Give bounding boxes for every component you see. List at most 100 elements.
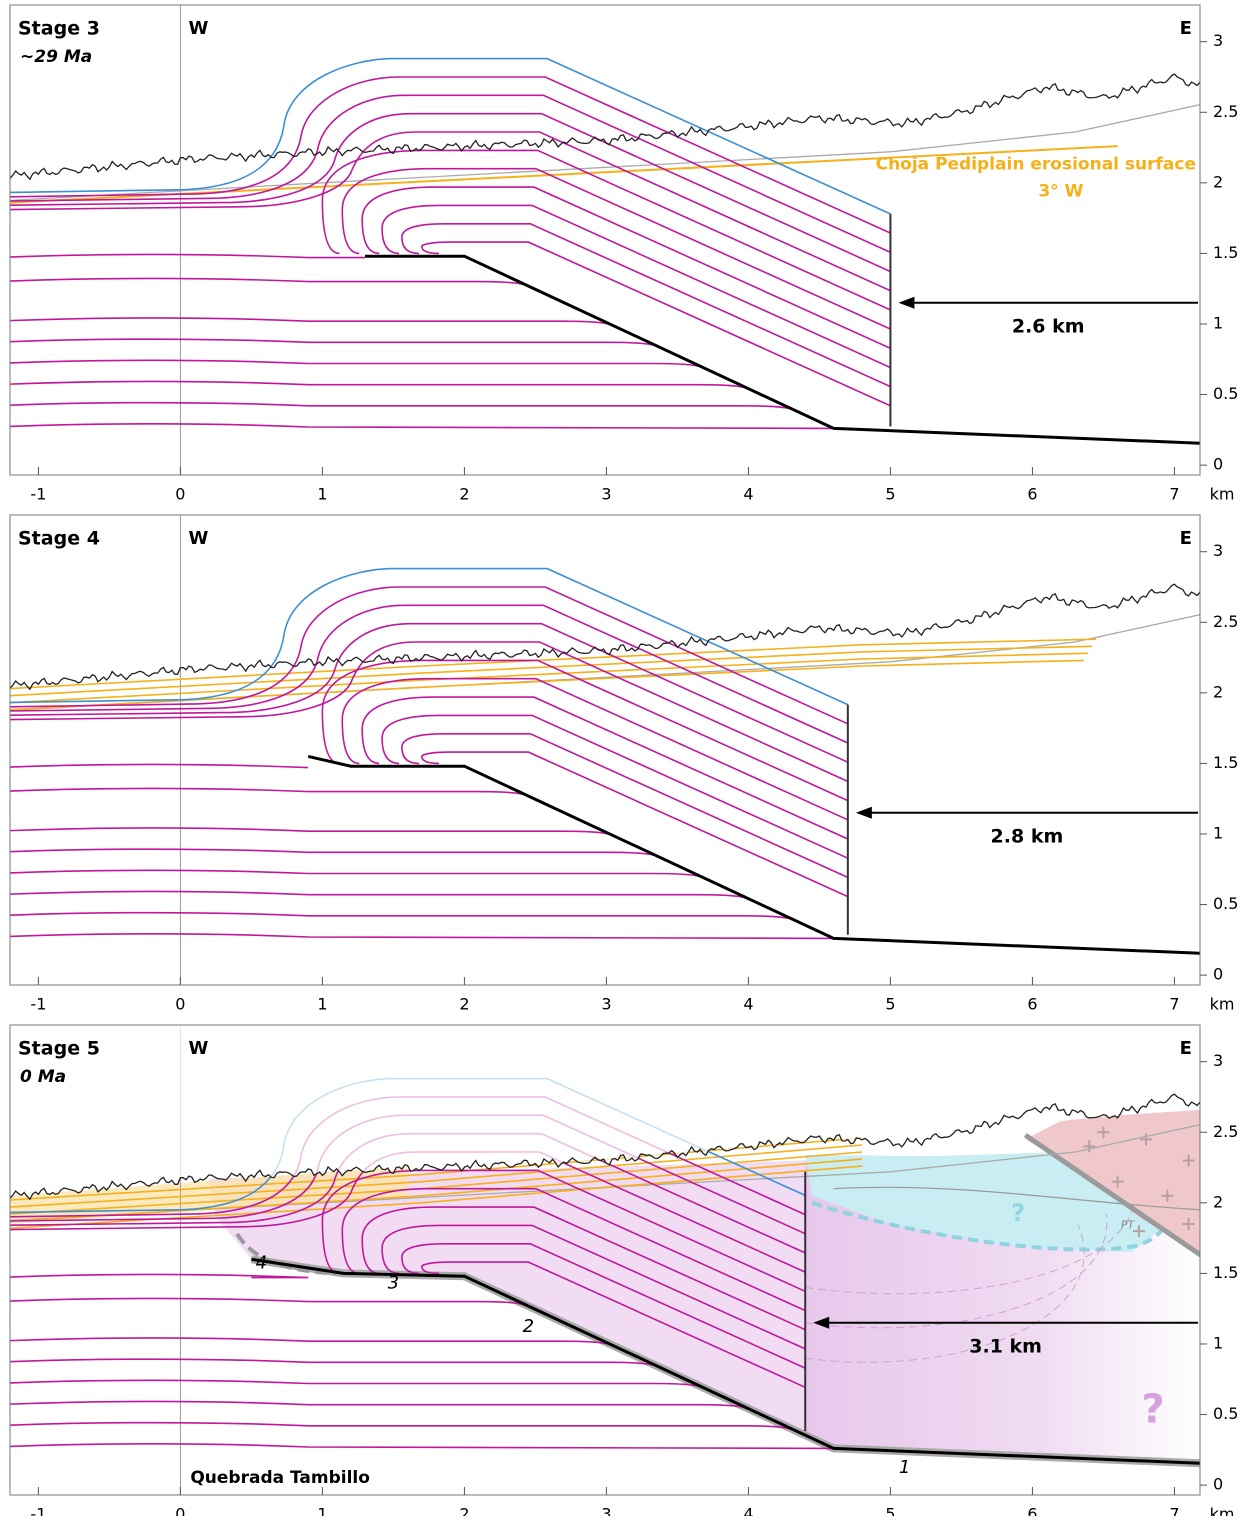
erosional-surface — [10, 1144, 863, 1208]
footwall-horizon — [10, 1443, 834, 1450]
top-horizon — [10, 567, 849, 706]
footwall-horizon — [10, 1337, 613, 1346]
shortening-label: 2.6 km — [1012, 315, 1085, 337]
question-mark: ? — [1011, 1199, 1025, 1227]
x-tick-label: 7 — [1169, 995, 1179, 1014]
granite-cross — [1111, 1175, 1124, 1188]
stage-age: 0 Ma — [20, 1067, 66, 1087]
footwall-horizon — [10, 1379, 704, 1389]
panel — [10, 5, 1200, 475]
hanging-wall-horizon — [10, 131, 891, 292]
footwall-horizon — [10, 1421, 795, 1431]
footwall-horizon — [10, 338, 658, 348]
hanging-wall-horizon — [381, 204, 891, 369]
topography — [10, 583, 1200, 691]
hanging-wall-horizon — [10, 586, 849, 725]
granite-fault — [1023, 1133, 1200, 1258]
hanging-wall-horizon — [361, 1206, 806, 1331]
footwall-horizon — [10, 763, 309, 769]
stage-age: ~29 Ma — [20, 47, 92, 67]
y-tick-label: 1 — [1213, 823, 1223, 842]
dashed-arc — [805, 1214, 1108, 1329]
x-tick-label: 5 — [885, 995, 895, 1014]
y-tick-label: 0 — [1213, 1475, 1223, 1494]
footwall-horizon — [10, 933, 834, 940]
footwall-horizon — [10, 1358, 658, 1368]
pt-label: PT — [1121, 1218, 1136, 1231]
erosional-surface — [10, 659, 1084, 711]
arrow-head — [855, 806, 872, 819]
y-tick-label: 0.5 — [1213, 384, 1238, 403]
granite-cross — [1083, 1140, 1096, 1153]
arrow-head — [813, 1316, 830, 1329]
footwall-horizon — [10, 1400, 749, 1410]
hanging-wall-horizon — [361, 696, 849, 840]
x-tick-label: 7 — [1169, 485, 1179, 504]
granite-cross — [1182, 1154, 1195, 1167]
stage-title: Stage 4 — [18, 528, 100, 550]
frame — [9, 1024, 1201, 1496]
hanging-wall-horizon — [321, 149, 891, 311]
erosional-surface — [10, 638, 1097, 690]
east-label: E — [1180, 18, 1192, 39]
panel — [10, 515, 1200, 985]
hanging-wall-horizon — [420, 751, 849, 898]
dashed-arc — [805, 1203, 1136, 1295]
footwall-horizon — [10, 253, 365, 259]
fault-label: 1 — [899, 1457, 910, 1478]
erosional-surface — [10, 1158, 863, 1222]
y-tick-label: 1.5 — [1213, 1263, 1238, 1282]
y-tick-label: 2.5 — [1213, 612, 1238, 631]
hanging-wall-horizon — [401, 1243, 806, 1369]
shortening-label: 3.1 km — [969, 1335, 1042, 1357]
x-tick-label: 2 — [459, 995, 469, 1014]
pt-line — [833, 1186, 1200, 1211]
x-tick-label: 4 — [743, 995, 753, 1014]
surface-dip: 3° W — [1038, 181, 1083, 201]
fault-label: 4 — [256, 1253, 267, 1274]
footwall-horizon — [10, 869, 704, 879]
stage-title: Stage 5 — [18, 1038, 100, 1060]
y-tick-label: 3 — [1213, 1051, 1223, 1070]
footwall-horizon — [10, 317, 613, 326]
y-tick-label: 1 — [1213, 1333, 1223, 1352]
x-tick-label: 3 — [601, 485, 611, 504]
shortening-label: 2.8 km — [991, 825, 1064, 847]
y-tick-label: 3 — [1213, 541, 1223, 560]
hanging-wall-horizon — [10, 641, 849, 783]
x-tick-label: 0 — [175, 485, 185, 504]
hanging-wall-horizon — [381, 714, 849, 859]
west-label: W — [188, 1038, 208, 1059]
granite-cross — [1182, 1218, 1195, 1231]
footwall-horizon — [10, 380, 749, 390]
x-tick-label: 5 — [885, 485, 895, 504]
x-tick-label: 0 — [175, 995, 185, 1014]
y-tick-label: 0.5 — [1213, 894, 1238, 913]
hanging-wall-horizon — [420, 1261, 806, 1389]
footwall-horizon — [10, 1297, 528, 1307]
x-tick-label: 0 — [175, 1505, 185, 1517]
y-tick-label: 0 — [1213, 455, 1223, 474]
y-tick-label: 1 — [1213, 313, 1223, 332]
granite-cross — [1132, 1225, 1145, 1238]
erosional-surface — [10, 145, 1118, 204]
x-tick-label: -1 — [30, 995, 46, 1014]
x-unit: km — [1210, 995, 1235, 1014]
fault-label: 2 — [523, 1316, 534, 1337]
footwall-horizon — [10, 401, 795, 411]
y-tick-label: 2 — [1213, 1192, 1223, 1211]
y-tick-label: 2.5 — [1213, 1122, 1238, 1141]
frame — [9, 514, 1201, 986]
granite-cross — [1097, 1126, 1110, 1139]
x-tick-label: 2 — [459, 485, 469, 504]
eroded-fade — [10, 1025, 1200, 1200]
footwall-horizon — [10, 848, 658, 858]
hanging-wall-horizon — [341, 167, 891, 330]
top-horizon — [10, 57, 891, 215]
hanging-wall-horizon — [10, 112, 891, 273]
y-tick-label: 3 — [1213, 31, 1223, 50]
granite-cross — [1161, 1189, 1174, 1202]
hanging-wall-horizon — [361, 186, 891, 350]
footwall-horizon — [10, 787, 528, 797]
